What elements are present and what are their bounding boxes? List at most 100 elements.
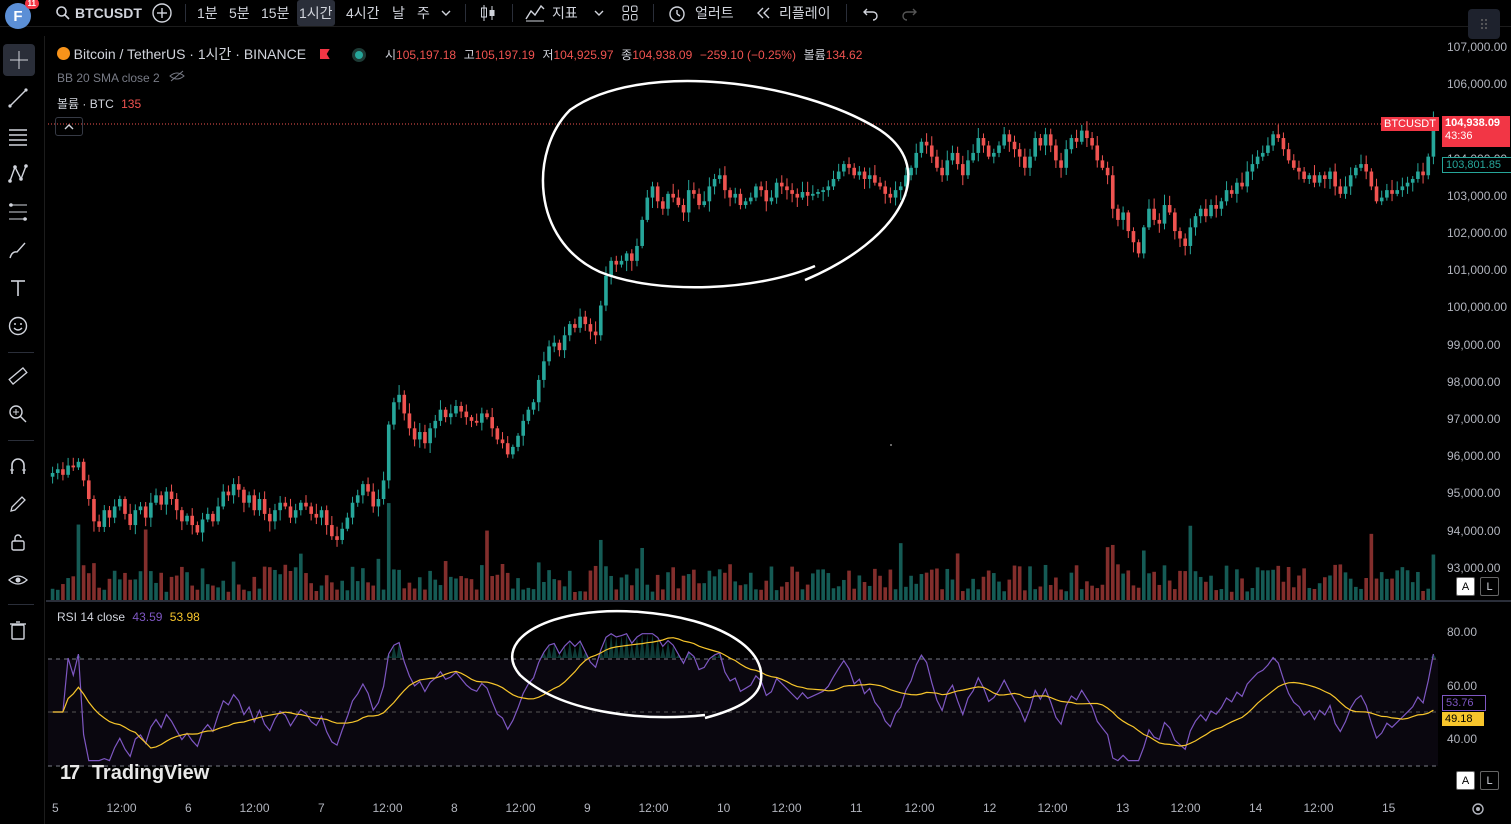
top-toolbar: F 11 BTCUSDT 1분 5분 15분 1시간 4시간 날 주 지표 얼러… (0, 0, 1511, 39)
candle-body (960, 164, 965, 176)
divider (653, 4, 654, 22)
candle-body (97, 521, 101, 527)
volume-bar (557, 580, 562, 600)
candle-body (1023, 156, 1027, 168)
lock-icon[interactable] (6, 530, 30, 554)
candle-body (1002, 134, 1006, 146)
interval-week[interactable]: 주 (417, 5, 430, 21)
collapse-legend-button[interactable] (55, 117, 83, 136)
volume-bar (976, 589, 981, 600)
flag-icon[interactable] (319, 49, 330, 59)
volume-bar (464, 578, 469, 600)
chevron-down-icon[interactable] (440, 0, 452, 26)
crosshair-icon[interactable] (3, 44, 35, 76)
chevron-down-icon[interactable] (593, 0, 605, 26)
candle-body (1012, 141, 1017, 150)
candle-body (562, 335, 567, 351)
candle-body (692, 190, 696, 194)
pattern-icon[interactable] (6, 162, 30, 186)
candle-body (1209, 205, 1213, 217)
price-axis-label: 93,000.00 (1447, 560, 1501, 575)
candle-body (76, 461, 81, 468)
rsi-legend[interactable]: RSI 14 close 43.59 53.98 (57, 610, 200, 624)
candle-body (1152, 208, 1156, 220)
candle-body (929, 145, 934, 157)
volume-bar (1421, 590, 1425, 600)
rsi-log-scale-button[interactable]: L (1480, 771, 1499, 790)
indicators-button[interactable]: 지표 (524, 0, 578, 26)
user-avatar[interactable]: F 11 (5, 0, 39, 29)
log-scale-button[interactable]: L (1480, 577, 1499, 596)
lock-pencil-icon[interactable] (6, 492, 30, 516)
candle-body (645, 197, 650, 220)
time-axis-label: 12:00 (771, 801, 802, 815)
eye-icon[interactable] (6, 568, 30, 592)
undo-icon[interactable] (862, 0, 880, 26)
bb-legend[interactable]: BB 20 SMA close 2 (57, 70, 185, 85)
candle-type-icon[interactable] (478, 0, 498, 26)
fib-icon[interactable] (6, 200, 30, 224)
volume-bar (247, 591, 251, 600)
trash-icon[interactable] (6, 618, 30, 642)
close-value: 104,938.09 (632, 48, 693, 62)
horizontal-lines-icon[interactable] (6, 124, 30, 148)
volume-legend[interactable]: 볼륨 · BTC 135 (57, 95, 141, 112)
candle-body (236, 484, 241, 490)
volume-bar (945, 568, 950, 600)
interval-15m[interactable]: 15분 (261, 5, 290, 21)
layout-grid-icon[interactable] (621, 0, 639, 26)
rsi-auto-scale-button[interactable]: A (1456, 771, 1475, 790)
candle-body (511, 446, 515, 455)
interval-1h[interactable]: 1시간 (297, 0, 335, 26)
market-status-icon[interactable] (355, 51, 364, 59)
candle-body (604, 275, 608, 306)
candle-body (350, 502, 355, 518)
alert-button[interactable]: 얼러트 (667, 0, 734, 26)
text-icon[interactable] (6, 276, 30, 300)
compare-button[interactable] (151, 0, 173, 26)
candle-body (898, 186, 903, 191)
eye-off-icon[interactable] (169, 70, 185, 85)
volume-bar (474, 589, 479, 600)
candle-body (1198, 208, 1203, 217)
volume-bar (1152, 571, 1156, 600)
candle-body (335, 536, 339, 540)
volume-title: 볼륨 · BTC (57, 97, 114, 111)
interval-4h[interactable]: 4시간 (346, 5, 380, 21)
candle-body (1147, 208, 1151, 228)
volume-bar (1395, 570, 1400, 600)
change-value: −259.10 (−0.25%) (699, 48, 796, 62)
volume-bar (960, 591, 965, 600)
candle-body (811, 193, 815, 196)
candle-body (443, 409, 448, 418)
interval-1m[interactable]: 1분 (197, 5, 218, 21)
interval-5m[interactable]: 5분 (229, 5, 250, 21)
symbol-search-button[interactable]: BTCUSDT (55, 0, 142, 26)
rsi-axis-80: 80.00 (1447, 625, 1478, 639)
drag-handle-icon[interactable] (1468, 9, 1500, 39)
emoji-icon[interactable] (6, 314, 30, 338)
brush-icon[interactable] (6, 238, 30, 262)
trend-line-icon[interactable] (6, 86, 30, 110)
volume-bar (516, 578, 520, 600)
magnet-icon[interactable] (6, 454, 30, 478)
volume-bar (1291, 587, 1296, 600)
auto-scale-button[interactable]: A (1456, 577, 1475, 596)
candle-body (71, 465, 76, 468)
candle-body (180, 510, 184, 522)
candle-body (1064, 149, 1069, 168)
volume-bar (61, 584, 65, 600)
rsi-axis-60: 60.00 (1447, 679, 1478, 693)
ruler-icon[interactable] (6, 364, 30, 388)
settings-gear-icon[interactable] (1470, 801, 1486, 822)
redo-icon[interactable] (900, 0, 918, 26)
time-axis-label: 12:00 (372, 801, 403, 815)
candle-body (319, 510, 324, 518)
zoom-in-icon[interactable] (6, 402, 30, 426)
interval-day[interactable]: 날 (392, 5, 405, 21)
candle-body (1141, 227, 1146, 254)
volume-bar (542, 581, 546, 600)
replay-button[interactable]: 리플레이 (755, 0, 831, 26)
candle-body (1235, 182, 1239, 194)
